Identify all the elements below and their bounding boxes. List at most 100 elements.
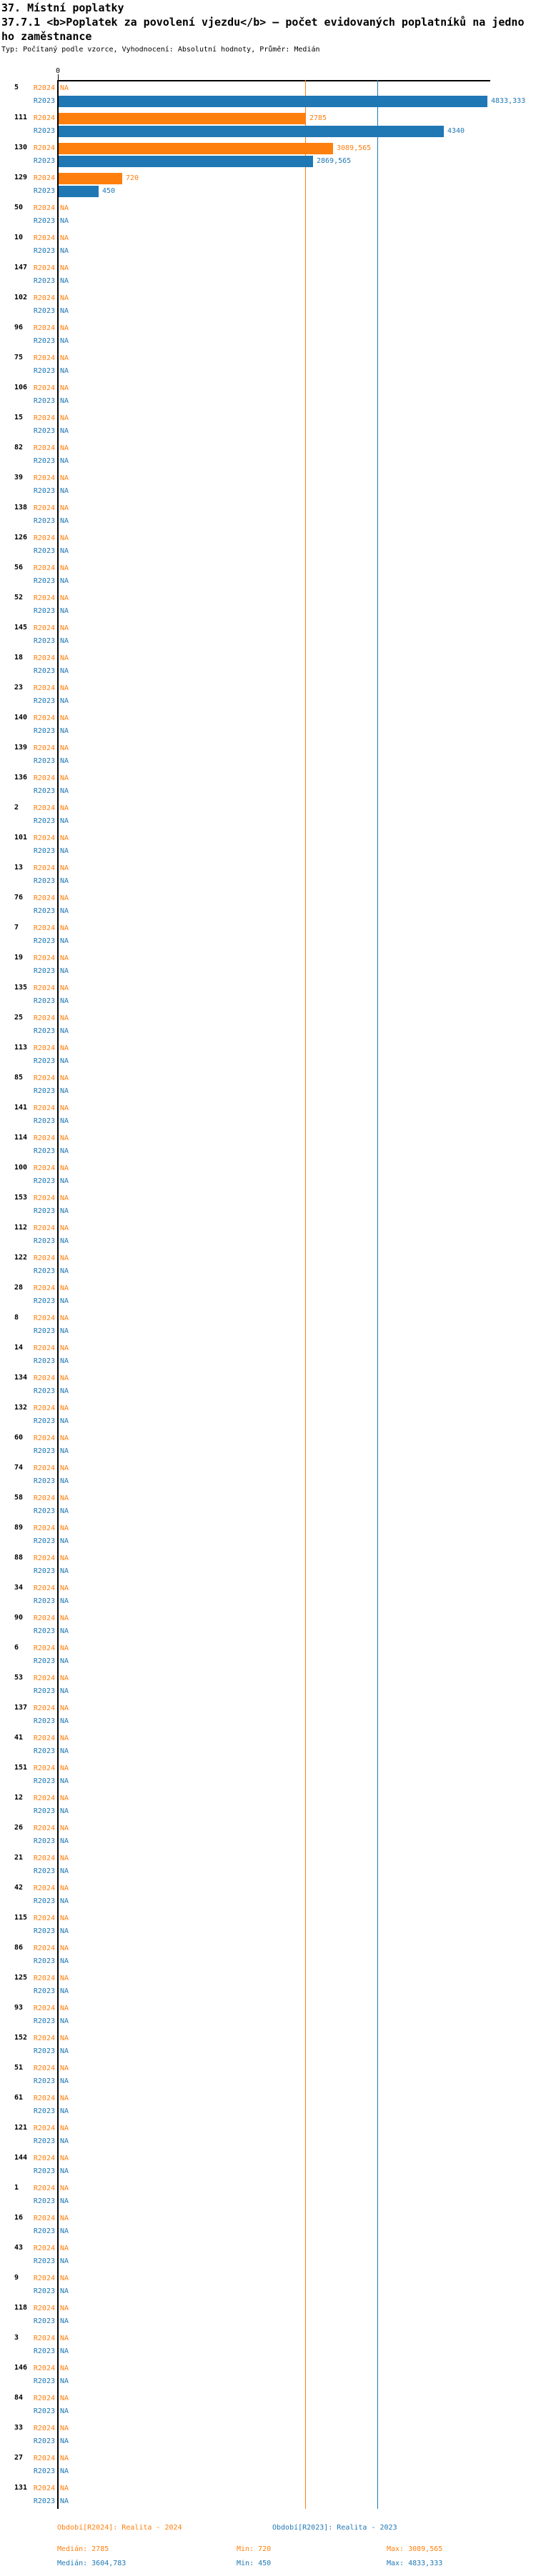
- series-label-r2024: R2024: [33, 1975, 55, 1982]
- value-label-r2023: 450: [102, 187, 116, 195]
- series-label-r2023: R2023: [33, 967, 55, 975]
- na-label-r2024: NA: [60, 2215, 69, 2222]
- na-label-r2023: NA: [60, 307, 69, 315]
- na-label-r2023: NA: [60, 1237, 69, 1245]
- na-label-r2024: NA: [60, 1824, 69, 1832]
- na-label-r2024: NA: [60, 1734, 69, 1742]
- series-label-r2024: R2024: [33, 324, 55, 332]
- na-label-r2024: NA: [60, 1524, 69, 1532]
- series-label-r2023: R2023: [33, 487, 55, 495]
- na-label-r2023: NA: [60, 1327, 69, 1335]
- series-label-r2023: R2023: [33, 1087, 55, 1095]
- series-label-r2024: R2024: [33, 1134, 55, 1142]
- na-label-r2023: NA: [60, 847, 69, 855]
- row-id-label: 56: [14, 564, 24, 571]
- series-label-r2023: R2023: [33, 2347, 55, 2355]
- na-label-r2024: NA: [60, 2485, 69, 2492]
- na-label-r2023: NA: [60, 1987, 69, 1995]
- na-label-r2023: NA: [60, 1567, 69, 1575]
- na-label-r2023: NA: [60, 1267, 69, 1275]
- series-label-r2024: R2024: [33, 924, 55, 932]
- series-label-r2024: R2024: [33, 1794, 55, 1802]
- series-label-r2024: R2024: [33, 804, 55, 812]
- series-label-r2024: R2024: [33, 1644, 55, 1652]
- row-id-label: 145: [14, 624, 28, 631]
- series-label-r2023: R2023: [33, 547, 55, 555]
- series-label-r2024: R2024: [33, 2185, 55, 2192]
- series-label-r2023: R2023: [33, 217, 55, 225]
- na-label-r2023: NA: [60, 817, 69, 825]
- na-label-r2023: NA: [60, 667, 69, 675]
- series-label-r2023: R2023: [33, 1957, 55, 1965]
- row-id-label: 18: [14, 654, 24, 662]
- series-label-r2024: R2024: [33, 1284, 55, 1292]
- row-id-label: 138: [14, 504, 28, 511]
- na-label-r2024: NA: [60, 2245, 69, 2252]
- na-label-r2024: NA: [60, 1224, 69, 1232]
- na-label-r2024: NA: [60, 1164, 69, 1172]
- row-id-label: 12: [14, 1794, 24, 1802]
- row-id-label: 2: [14, 804, 19, 812]
- na-label-r2024: NA: [60, 474, 69, 482]
- na-label-r2023: NA: [60, 2467, 69, 2475]
- na-label-r2024: NA: [60, 1434, 69, 1442]
- series-label-r2024: R2024: [33, 564, 55, 572]
- series-label-r2023: R2023: [33, 367, 55, 375]
- na-label-r2023: NA: [60, 277, 69, 285]
- series-label-r2024: R2024: [33, 984, 55, 992]
- series-label-r2024: R2024: [33, 684, 55, 692]
- row-id-label: 50: [14, 204, 24, 211]
- na-label-r2023: NA: [60, 457, 69, 465]
- x-axis-line: [58, 80, 490, 81]
- series-label-r2024: R2024: [33, 1074, 55, 1082]
- na-label-r2023: NA: [60, 1687, 69, 1695]
- chart-meta: Typ: Počítaný podle vzorce, Vyhodnocení:…: [1, 46, 320, 54]
- series-label-r2024: R2024: [33, 2215, 55, 2222]
- series-label-r2023: R2023: [33, 2467, 55, 2475]
- series-label-r2023: R2023: [33, 907, 55, 915]
- na-label-r2024: NA: [60, 564, 69, 572]
- na-label-r2023: NA: [60, 427, 69, 435]
- series-label-r2023: R2023: [33, 1237, 55, 1245]
- row-id-label: 3: [14, 2334, 19, 2342]
- row-id-label: 88: [14, 1554, 24, 1562]
- series-label-r2023: R2023: [33, 247, 55, 255]
- row-id-label: 1: [14, 2184, 19, 2192]
- series-label-r2024: R2024: [33, 1554, 55, 1562]
- series-label-r2023: R2023: [33, 1777, 55, 1785]
- series-label-r2023: R2023: [33, 427, 55, 435]
- row-id-label: 126: [14, 534, 28, 541]
- value-label-r2024: 720: [126, 174, 139, 182]
- series-label-r2023: R2023: [33, 277, 55, 285]
- series-label-r2023: R2023: [33, 2047, 55, 2055]
- series-label-r2024: R2024: [33, 1164, 55, 1172]
- row-id-label: 9: [14, 2274, 19, 2282]
- series-label-r2024: R2024: [33, 2155, 55, 2162]
- series-label-r2024: R2024: [33, 654, 55, 662]
- row-id-label: 51: [14, 2064, 24, 2072]
- na-label-r2023: NA: [60, 1507, 69, 1515]
- na-label-r2023: NA: [60, 547, 69, 555]
- na-label-r2023: NA: [60, 1807, 69, 1815]
- series-label-r2024: R2024: [33, 1914, 55, 1922]
- series-label-r2023: R2023: [33, 1717, 55, 1725]
- series-label-r2024: R2024: [33, 864, 55, 872]
- row-id-label: 28: [14, 1284, 24, 1292]
- na-label-r2024: NA: [60, 594, 69, 602]
- series-label-r2023: R2023: [33, 997, 55, 1005]
- bar-r2023: [59, 126, 444, 137]
- na-label-r2024: NA: [60, 624, 69, 632]
- na-label-r2024: NA: [60, 1554, 69, 1562]
- bar-r2023: [59, 156, 313, 167]
- series-label-r2024: R2024: [33, 2425, 55, 2432]
- series-label-r2023: R2023: [33, 1507, 55, 1515]
- series-label-r2023: R2023: [33, 2407, 55, 2415]
- na-label-r2023: NA: [60, 2137, 69, 2145]
- na-label-r2023: NA: [60, 1837, 69, 1845]
- row-id-label: 27: [14, 2454, 24, 2462]
- row-id-label: 85: [14, 1074, 24, 1082]
- na-label-r2023: NA: [60, 2107, 69, 2115]
- row-id-label: 137: [14, 1704, 28, 1712]
- na-label-r2024: NA: [60, 1254, 69, 1262]
- row-id-label: 53: [14, 1674, 24, 1682]
